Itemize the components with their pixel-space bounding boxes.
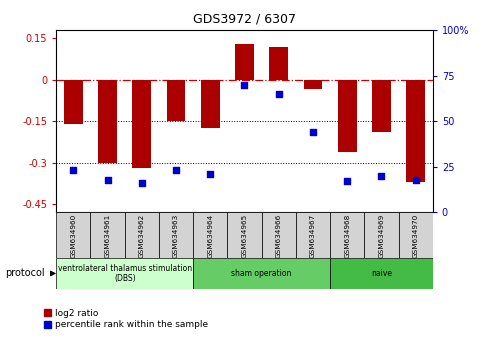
Bar: [295, 212, 329, 258]
Point: [274, 91, 282, 97]
Text: GSM634960: GSM634960: [70, 213, 76, 258]
Bar: [227, 212, 261, 258]
Legend: log2 ratio, percentile rank within the sample: log2 ratio, percentile rank within the s…: [43, 309, 208, 329]
Text: GSM634966: GSM634966: [275, 213, 281, 258]
Text: GSM634969: GSM634969: [378, 213, 384, 258]
Point: [103, 177, 111, 182]
Point: [240, 82, 248, 87]
Text: ventrolateral thalamus stimulation
(DBS): ventrolateral thalamus stimulation (DBS): [58, 264, 191, 283]
Bar: [398, 212, 432, 258]
Point: [69, 168, 77, 173]
Point: [138, 181, 145, 186]
Bar: [329, 258, 432, 289]
Bar: [193, 258, 329, 289]
Text: GSM634963: GSM634963: [173, 213, 179, 258]
Bar: [98, 80, 117, 163]
Text: GSM634967: GSM634967: [309, 213, 315, 258]
Point: [411, 177, 419, 182]
Bar: [303, 80, 322, 90]
Point: [308, 129, 316, 135]
Text: GDS3972 / 6307: GDS3972 / 6307: [193, 12, 295, 25]
Text: protocol: protocol: [5, 268, 44, 278]
Text: GSM634961: GSM634961: [104, 213, 110, 258]
Bar: [406, 80, 424, 182]
Bar: [166, 80, 185, 121]
Bar: [329, 212, 364, 258]
Text: GSM634968: GSM634968: [344, 213, 349, 258]
Bar: [56, 258, 193, 289]
Bar: [364, 212, 398, 258]
Bar: [64, 80, 82, 124]
Text: GSM634965: GSM634965: [241, 213, 247, 258]
Text: GSM634962: GSM634962: [139, 213, 144, 258]
Point: [172, 168, 180, 173]
Bar: [261, 212, 295, 258]
Point: [377, 173, 385, 179]
Text: GSM634964: GSM634964: [207, 213, 213, 258]
Bar: [235, 44, 253, 80]
Bar: [269, 47, 287, 80]
Bar: [201, 80, 219, 128]
Bar: [56, 212, 90, 258]
Point: [343, 178, 350, 184]
Bar: [337, 80, 356, 152]
Bar: [193, 212, 227, 258]
Bar: [124, 212, 159, 258]
Bar: [90, 212, 124, 258]
Text: GSM634970: GSM634970: [412, 213, 418, 258]
Bar: [159, 212, 193, 258]
Bar: [371, 80, 390, 132]
Text: naive: naive: [370, 269, 391, 278]
Bar: [132, 80, 151, 168]
Text: sham operation: sham operation: [231, 269, 291, 278]
Point: [206, 171, 214, 177]
